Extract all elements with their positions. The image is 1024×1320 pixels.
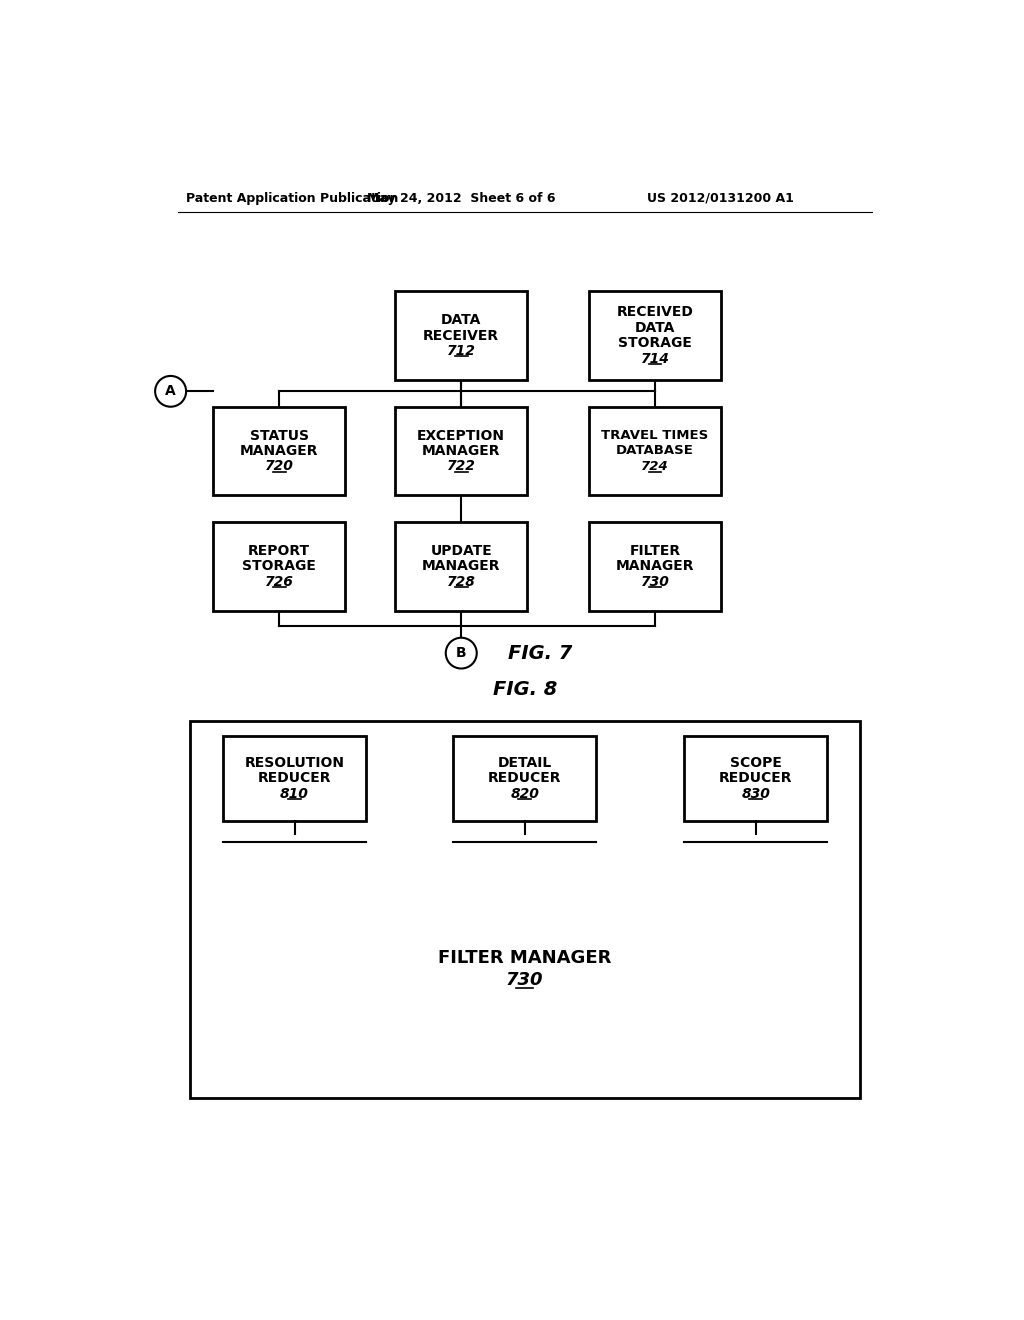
Text: 810: 810 — [281, 787, 309, 801]
Text: May 24, 2012  Sheet 6 of 6: May 24, 2012 Sheet 6 of 6 — [367, 191, 555, 205]
Text: MANAGER: MANAGER — [615, 560, 694, 573]
Text: 720: 720 — [264, 459, 294, 474]
Bar — [223, 737, 367, 821]
Text: STATUS: STATUS — [250, 429, 308, 442]
Bar — [589, 407, 721, 495]
Bar — [213, 407, 345, 495]
Text: 730: 730 — [506, 972, 544, 989]
Text: REDUCER: REDUCER — [488, 771, 561, 785]
Text: UPDATE: UPDATE — [430, 544, 493, 558]
Bar — [395, 523, 527, 611]
Text: 728: 728 — [446, 576, 476, 589]
Bar — [589, 523, 721, 611]
Text: RECEIVER: RECEIVER — [423, 329, 500, 342]
Text: DATA: DATA — [635, 321, 675, 335]
Bar — [589, 292, 721, 380]
Bar — [684, 737, 827, 821]
Bar — [453, 737, 597, 821]
Text: 730: 730 — [641, 576, 670, 589]
Text: REDUCER: REDUCER — [258, 771, 332, 785]
Text: MANAGER: MANAGER — [240, 444, 318, 458]
Text: 712: 712 — [446, 345, 476, 358]
Text: FIG. 7: FIG. 7 — [508, 644, 572, 663]
Text: RECEIVED: RECEIVED — [616, 305, 693, 319]
Circle shape — [155, 376, 186, 407]
Bar — [190, 721, 859, 1098]
Text: SCOPE: SCOPE — [730, 756, 781, 770]
Text: EXCEPTION: EXCEPTION — [417, 429, 505, 442]
Text: A: A — [165, 384, 176, 399]
Bar — [395, 407, 527, 495]
Text: REPORT: REPORT — [248, 544, 310, 558]
Text: B: B — [456, 645, 467, 660]
Circle shape — [445, 638, 477, 668]
Text: STORAGE: STORAGE — [243, 560, 316, 573]
Text: STORAGE: STORAGE — [618, 337, 692, 350]
Text: REDUCER: REDUCER — [719, 771, 793, 785]
Text: 726: 726 — [264, 576, 294, 589]
Text: MANAGER: MANAGER — [422, 444, 501, 458]
Text: FILTER: FILTER — [630, 544, 681, 558]
Text: FILTER MANAGER: FILTER MANAGER — [438, 949, 611, 968]
Text: US 2012/0131200 A1: US 2012/0131200 A1 — [647, 191, 795, 205]
Bar — [213, 523, 345, 611]
Text: MANAGER: MANAGER — [422, 560, 501, 573]
Text: TRAVEL TIMES: TRAVEL TIMES — [601, 429, 709, 442]
Text: Patent Application Publication: Patent Application Publication — [186, 191, 398, 205]
Text: 722: 722 — [446, 459, 476, 474]
Text: 820: 820 — [510, 787, 540, 801]
Text: 714: 714 — [641, 351, 670, 366]
Text: DATABASE: DATABASE — [616, 445, 694, 458]
Text: 724: 724 — [641, 459, 669, 473]
Text: DATA: DATA — [441, 313, 481, 327]
Text: FIG. 8: FIG. 8 — [493, 680, 557, 700]
Text: RESOLUTION: RESOLUTION — [245, 756, 345, 770]
Text: 830: 830 — [741, 787, 770, 801]
Bar — [395, 292, 527, 380]
Text: DETAIL: DETAIL — [498, 756, 552, 770]
